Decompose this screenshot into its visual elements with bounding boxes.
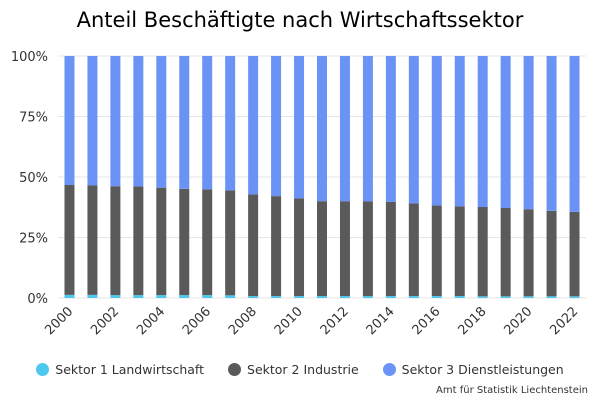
x-tick-label: 2014: [364, 304, 398, 338]
bar-segment-sektor-1: [408, 296, 419, 298]
bar-segment-sektor-3: [454, 56, 465, 207]
bar-segment-sektor-1: [64, 294, 75, 298]
bar-segment-sektor-2: [248, 194, 259, 297]
x-tick-label: 2002: [88, 304, 122, 338]
bar-segment-sektor-3: [408, 56, 419, 204]
bar-segment-sektor-3: [179, 56, 190, 189]
bar-segment-sektor-2: [110, 186, 121, 296]
bar-segment-sektor-2: [133, 186, 144, 296]
legend-swatch-sektor-2: [228, 363, 242, 376]
bar-segment-sektor-1: [385, 296, 396, 298]
bar-segment-sektor-2: [385, 201, 396, 297]
bar-segment-sektor-3: [500, 56, 511, 208]
bar-segment-sektor-3: [133, 56, 144, 187]
bar-segment-sektor-2: [271, 196, 282, 297]
legend-item-sektor-3[interactable]: Sektor 3 Dienstleistungen: [382, 362, 564, 377]
x-tick-label: 2010: [272, 304, 306, 338]
y-tick-label: 75%: [19, 111, 48, 126]
x-tick-label: 2000: [42, 304, 76, 338]
bar-segment-sektor-3: [362, 56, 373, 202]
legend-swatch-sektor-3: [382, 363, 396, 376]
legend-label-sektor-2: Sektor 2 Industrie: [247, 362, 359, 377]
bar-segment-sektor-3: [431, 56, 442, 206]
bar-segment-sektor-1: [569, 296, 580, 298]
bar-segment-sektor-3: [271, 56, 282, 197]
bar-segment-sektor-3: [225, 56, 236, 191]
bar-segment-sektor-1: [317, 296, 327, 298]
bar-segment-sektor-1: [431, 296, 442, 298]
bar-segment-sektor-2: [523, 209, 534, 297]
bar-segment-sektor-2: [408, 203, 419, 297]
bar-segment-sektor-1: [179, 295, 190, 298]
legend-label-sektor-3: Sektor 3 Dienstleistungen: [401, 362, 564, 377]
chart-title: Anteil Beschäftigte nach Wirtschaftssekt…: [76, 8, 524, 32]
bar-segment-sektor-2: [225, 190, 236, 296]
bar-segment-sektor-2: [317, 201, 327, 297]
bar-segment-sektor-2: [339, 201, 350, 297]
x-tick-label: 2022: [547, 304, 581, 338]
bar-segment-sektor-1: [362, 296, 373, 298]
bar-segment-sektor-2: [546, 210, 557, 297]
bar-segment-sektor-3: [248, 56, 259, 195]
legend-label-sektor-1: Sektor 1 Landwirtschaft: [55, 362, 205, 377]
source-credit: Amt für Statistik Liechtenstein: [436, 385, 588, 396]
x-tick-label: 2016: [410, 304, 444, 338]
bar-segment-sektor-1: [294, 296, 305, 298]
bar-segment-sektor-1: [248, 296, 259, 298]
bar-segment-sektor-2: [500, 207, 511, 297]
bar-segment-sektor-1: [546, 296, 557, 298]
bar-segment-sektor-1: [133, 295, 144, 298]
bar-segment-sektor-3: [87, 56, 98, 186]
bar-segment-sektor-3: [294, 56, 305, 199]
bar-segment-sektor-3: [64, 56, 75, 185]
bar-segment-sektor-1: [225, 295, 236, 298]
bar-segment-sektor-3: [317, 56, 327, 202]
bar-segment-sektor-3: [156, 56, 167, 188]
bar-segment-sektor-1: [454, 296, 465, 298]
bar-segment-sektor-2: [362, 201, 373, 297]
x-tick-label: 2008: [226, 304, 260, 338]
bar-segment-sektor-1: [110, 295, 121, 298]
bar-segment-sektor-2: [202, 189, 213, 296]
legend-item-sektor-2[interactable]: Sektor 2 Industrie: [228, 362, 359, 377]
bar-segment-sektor-3: [385, 56, 396, 202]
bar-segment-sektor-3: [110, 56, 121, 187]
bar-segment-sektor-3: [339, 56, 350, 202]
bar-segment-sektor-2: [454, 206, 465, 297]
bar-segment-sektor-3: [202, 56, 213, 190]
y-tick-label: 50%: [19, 171, 48, 186]
y-tick-label: 0%: [27, 292, 48, 307]
bar-segment-sektor-1: [202, 295, 213, 298]
bar-segment-sektor-2: [431, 205, 442, 297]
bar-segment-sektor-1: [156, 295, 167, 298]
bar-segment-sektor-3: [546, 56, 557, 211]
bar-segment-sektor-2: [87, 185, 98, 295]
bar-segment-sektor-1: [523, 296, 534, 298]
y-tick-label: 25%: [19, 232, 48, 247]
x-tick-label: 2018: [456, 304, 490, 338]
bar-segment-sektor-1: [500, 296, 511, 298]
bar-segment-sektor-2: [156, 187, 167, 296]
bar-segment-sektor-3: [523, 56, 534, 210]
bar-segment-sektor-2: [179, 188, 190, 296]
legend-swatch-sektor-1: [36, 363, 50, 376]
bar-segment-sektor-2: [64, 184, 75, 295]
bar-segment-sektor-1: [339, 296, 350, 298]
x-tick-label: 2012: [318, 304, 352, 338]
x-tick-label: 2020: [501, 304, 535, 338]
x-tick-label: 2006: [180, 304, 214, 338]
y-tick-label: 100%: [11, 50, 48, 65]
legend-item-sektor-1[interactable]: Sektor 1 Landwirtschaft: [36, 362, 204, 377]
legend: Sektor 1 Landwirtschaft Sektor 2 Industr…: [0, 362, 600, 377]
x-tick-label: 2004: [134, 304, 168, 338]
bar-segment-sektor-2: [569, 211, 580, 297]
bar-segment-sektor-3: [477, 56, 488, 208]
bar-segment-sektor-2: [294, 198, 305, 297]
bar-segment-sektor-3: [569, 56, 580, 212]
bar-segment-sektor-1: [477, 296, 488, 298]
bar-segment-sektor-2: [477, 207, 488, 297]
bar-segment-sektor-1: [271, 296, 282, 298]
bar-segment-sektor-1: [87, 294, 98, 298]
